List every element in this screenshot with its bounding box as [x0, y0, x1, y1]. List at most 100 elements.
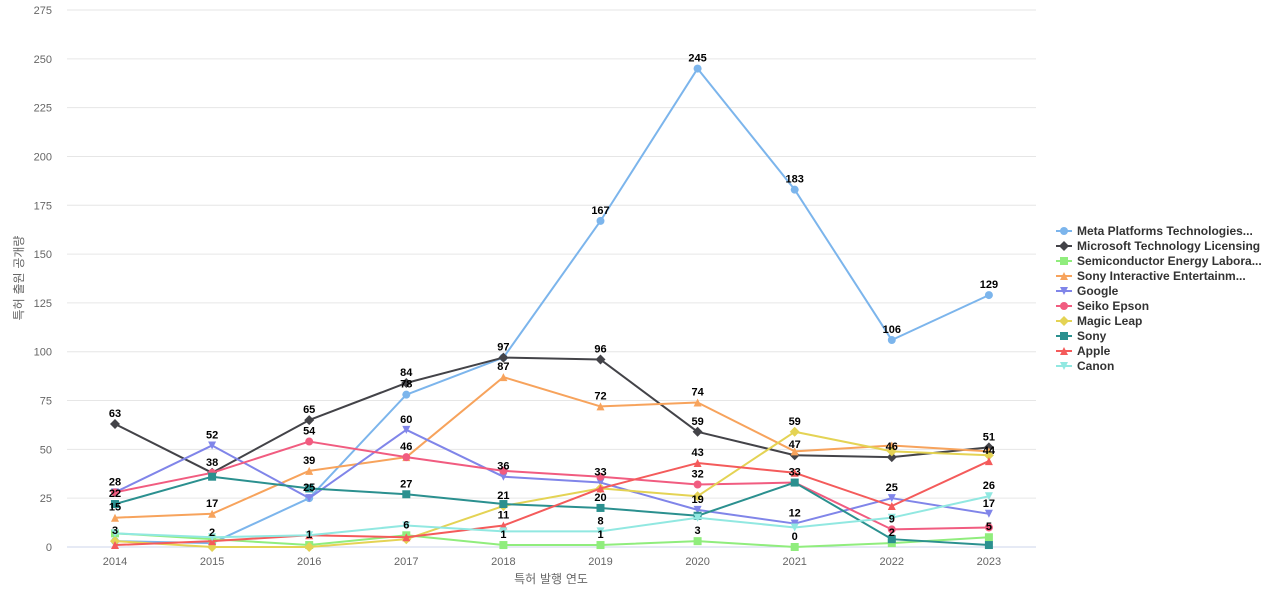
data-label: 25 [303, 482, 315, 494]
y-tick-label: 225 [34, 103, 52, 115]
series-line [114, 430, 990, 548]
legend-item[interactable]: Semiconductor Energy Labora... [1056, 254, 1262, 268]
data-label: 59 [789, 416, 801, 428]
legend-label: Microsoft Technology Licensing [1077, 239, 1260, 253]
data-point [984, 492, 993, 501]
legend-item[interactable]: Apple [1056, 344, 1111, 358]
data-label: 1 [306, 529, 312, 541]
data-point [304, 415, 315, 426]
data-point [499, 527, 508, 536]
legend-item[interactable]: Sony [1056, 329, 1107, 343]
data-label: 20 [594, 492, 606, 504]
legend-label: Google [1077, 284, 1119, 298]
x-tick-label: 2015 [200, 556, 224, 568]
x-axis-title: 특허 발행 연도 [514, 571, 588, 586]
data-label: 39 [303, 455, 315, 467]
series-9 [111, 457, 993, 550]
data-point [402, 490, 411, 499]
x-axis-ticks: 2014 2015 2016 2017 2018 2019 2020 2021 2022 2023 [103, 556, 1001, 568]
data-point [499, 500, 508, 509]
data-point [789, 426, 800, 437]
data-point [304, 542, 315, 552]
data-point [887, 336, 896, 345]
legend-marker [1060, 332, 1068, 340]
data-point [886, 446, 897, 457]
data-point [790, 447, 799, 456]
data-point [693, 64, 702, 73]
x-tick-label: 2022 [880, 556, 904, 568]
data-point [111, 529, 119, 538]
y-tick-label: 100 [34, 347, 52, 359]
data-point [499, 472, 508, 481]
data-label: 129 [980, 279, 998, 291]
series-line [114, 440, 990, 531]
data-point [790, 468, 799, 477]
data-label: 0 [792, 531, 798, 543]
legend-item[interactable]: Microsoft Technology Licensing [1056, 239, 1260, 253]
legend-item[interactable]: Seiko Epson [1056, 299, 1149, 313]
data-point [208, 509, 217, 518]
legend-label: Semiconductor Energy Labora... [1077, 254, 1262, 268]
legend-item[interactable]: Sony Interactive Entertainm... [1056, 269, 1246, 283]
data-label: 2 [209, 527, 215, 539]
data-point [887, 494, 896, 503]
data-label: 21 [497, 490, 509, 502]
y-tick-label: 0 [46, 542, 52, 554]
data-label: 12 [789, 508, 801, 520]
data-label: 1 [597, 529, 603, 541]
data-label: 44 [983, 445, 996, 457]
data-point [110, 418, 120, 429]
data-point [887, 441, 896, 450]
data-label: 96 [594, 344, 606, 356]
series-7 [110, 426, 994, 552]
data-label: 25 [886, 482, 898, 494]
series-6 [111, 437, 993, 534]
data-label: 51 [983, 431, 995, 443]
data-label: 3 [112, 525, 118, 537]
legend-label: Meta Platforms Technologies... [1077, 224, 1253, 238]
x-tick-label: 2019 [588, 556, 612, 568]
y-tick-label: 250 [34, 54, 52, 66]
data-label: 26 [983, 480, 995, 492]
data-point [596, 503, 605, 512]
legend-item[interactable]: Google [1056, 284, 1119, 298]
legend-label: Seiko Epson [1077, 299, 1149, 313]
grid-lines [67, 9, 1036, 499]
series-2 [110, 352, 994, 478]
data-point [111, 500, 119, 509]
legend-item[interactable]: Magic Leap [1056, 314, 1142, 328]
data-label: 46 [886, 441, 898, 453]
data-point [595, 354, 606, 365]
data-label: 38 [206, 457, 218, 469]
legend-marker [1060, 302, 1068, 310]
y-tick-label: 125 [34, 298, 52, 310]
data-point [790, 185, 799, 194]
legend-label: Canon [1077, 359, 1114, 373]
data-label: 183 [786, 174, 804, 186]
data-label: 59 [691, 416, 703, 428]
data-point [790, 523, 799, 532]
data-point [596, 472, 605, 481]
data-label: 52 [206, 429, 218, 441]
data-point [498, 352, 509, 363]
y-tick-label: 200 [34, 151, 52, 163]
data-point [693, 537, 702, 546]
data-point [693, 480, 702, 489]
legend-item[interactable]: Canon [1056, 359, 1114, 373]
data-point [402, 521, 411, 530]
data-label: 19 [691, 494, 703, 506]
data-point [887, 513, 896, 522]
data-point [401, 377, 412, 388]
legend-marker [1060, 362, 1068, 370]
series-5 [111, 425, 993, 528]
legend-label: Apple [1077, 344, 1111, 358]
legend-item[interactable]: Meta Platforms Technologies... [1056, 224, 1253, 238]
legend-label: Sony Interactive Entertainm... [1077, 269, 1246, 283]
data-point [111, 541, 119, 550]
legend-label: Sony [1077, 329, 1107, 343]
data-point [887, 501, 896, 510]
data-label: 46 [400, 441, 412, 453]
y-tick-label: 275 [34, 5, 52, 17]
data-point [596, 541, 605, 550]
